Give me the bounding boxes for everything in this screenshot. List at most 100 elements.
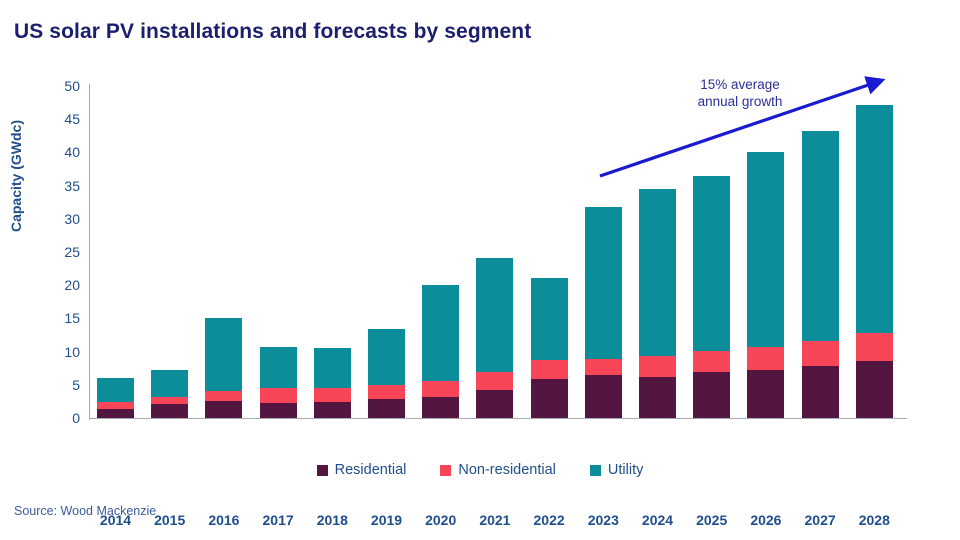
bar-segment[interactable] [205,390,243,401]
bar-segment[interactable] [855,105,893,334]
growth-annotation-line2: annual growth [697,94,783,109]
x-axis-tick: 2028 [858,512,890,528]
bar-segment[interactable] [97,377,134,403]
bar-segment[interactable] [313,402,351,418]
bar-segment[interactable] [476,257,514,373]
legend-label: Residential [334,462,407,478]
y-axis-tick: 45 [64,111,80,128]
bar-segment[interactable] [368,329,405,385]
bar-segment[interactable] [313,388,351,403]
x-axis-tick: 2016 [208,512,240,528]
x-axis-tick: 2019 [370,512,403,528]
x-axis-line [89,418,907,419]
bar-group[interactable] [801,86,839,418]
y-axis-tick: 25 [64,244,80,260]
x-axis-tick: 2015 [154,512,186,528]
bar-segment[interactable] [205,400,243,418]
bar-segment[interactable] [584,358,622,375]
bar-group[interactable] [151,86,189,418]
bar-segment[interactable] [313,348,351,389]
bar-segment[interactable] [639,376,676,418]
bar-segment[interactable] [855,360,893,418]
x-axis-tick: 2026 [750,512,782,528]
bar-segment[interactable] [151,369,189,397]
x-axis-tick: 2025 [696,512,728,528]
bar-group[interactable] [422,86,460,418]
x-axis-tick: 2024 [641,512,674,528]
bar-group[interactable] [205,86,243,418]
bar-segment[interactable] [259,403,297,418]
legend-swatch-icon [440,464,452,476]
y-axis-tick: 20 [64,277,80,294]
bar-segment[interactable] [693,350,731,373]
bar-group[interactable] [368,86,405,418]
x-axis-tick: 2023 [587,512,619,528]
bar-segment[interactable] [584,206,622,359]
bar-segment[interactable] [422,380,460,398]
x-axis-tick: 2017 [262,512,294,528]
bar-segment[interactable] [97,409,134,418]
x-axis-tick: 2027 [804,512,836,528]
bar-segment[interactable] [205,317,243,391]
bar-segment[interactable] [855,333,893,361]
bar-group[interactable] [530,86,568,418]
y-axis-tick: 40 [64,144,80,161]
bar-segment[interactable] [801,130,839,341]
bar-segment[interactable] [801,365,839,418]
bar-segment[interactable] [259,388,297,404]
legend-swatch-icon [589,464,601,476]
bar-group[interactable] [639,86,676,418]
bar-segment[interactable] [151,396,189,405]
legend-item[interactable]: Utility [589,462,644,478]
bar-segment[interactable] [747,369,785,418]
x-axis-tick: 2021 [479,512,511,528]
legend-item[interactable]: Non-residential [440,462,556,478]
bar-segment[interactable] [259,346,297,389]
bar-group[interactable] [747,86,785,418]
bar-segment[interactable] [97,402,134,410]
bar-group[interactable] [97,86,134,418]
growth-annotation: 15% average annual growth [640,76,840,110]
bar-segment[interactable] [747,346,785,370]
bar-group[interactable] [584,86,622,418]
x-axis-tick: 2020 [425,512,457,528]
bar-segment[interactable] [693,175,731,351]
bar-segment[interactable] [422,284,460,381]
x-axis-tick: 2018 [316,512,348,528]
bar-group[interactable] [259,86,297,418]
y-axis-tick-labels: 0 5 10 15 20 25 30 35 40 45 50 [0,78,80,426]
y-axis-tick: 50 [64,78,80,94]
y-axis-tick: 5 [72,376,80,393]
bar-segment[interactable] [530,359,568,379]
chart-legend: Residential Non-residential Utility [0,462,960,478]
bar-segment[interactable] [368,399,405,418]
bar-group[interactable] [476,86,514,418]
bar-segment[interactable] [801,340,839,366]
y-axis-tick: 10 [64,343,80,360]
y-axis-tick: 15 [64,310,80,327]
bar-group[interactable] [313,86,351,418]
legend-item[interactable]: Residential [316,462,407,478]
y-axis-tick: 30 [64,210,80,227]
bar-group[interactable] [693,86,731,418]
bar-segment[interactable] [584,374,622,418]
bar-segment[interactable] [693,372,731,418]
source-note: Source: Wood Mackenzie [14,504,157,518]
page-title: US solar PV installations and forecasts … [14,20,532,43]
bar-segment[interactable] [747,151,785,347]
bar-group[interactable] [855,86,893,418]
y-axis-tick: 0 [72,410,80,426]
bar-segment[interactable] [639,188,676,356]
bar-segment[interactable] [151,404,189,418]
bar-segment[interactable] [422,397,460,418]
bar-segment[interactable] [639,355,676,377]
legend-label: Utility [607,462,644,478]
bar-segment[interactable] [476,390,514,418]
legend-label: Non-residential [458,462,556,478]
bar-segment[interactable] [530,378,568,418]
bar-segment[interactable] [368,384,405,400]
bar-segment[interactable] [476,372,514,391]
x-axis-tick: 2022 [533,512,565,528]
bar-segment[interactable] [530,277,568,360]
